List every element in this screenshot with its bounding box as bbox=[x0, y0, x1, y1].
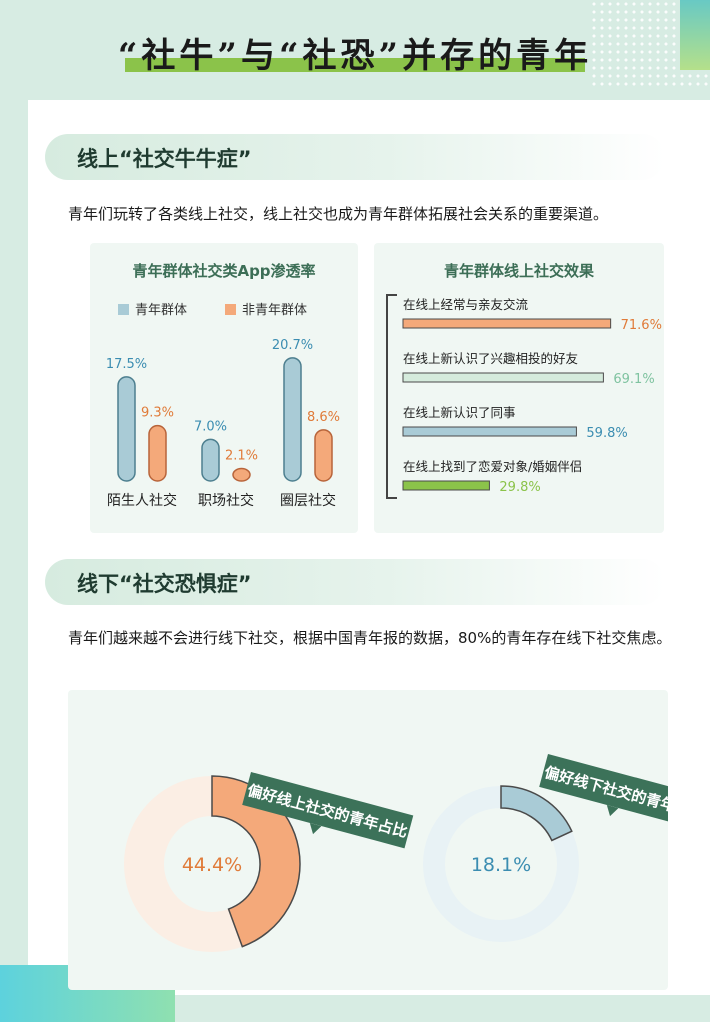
legend-label-youth: 青年群体 bbox=[135, 303, 188, 318]
data-label-non-youth: 2.1% bbox=[225, 449, 258, 464]
category-label: 圈层社交 bbox=[280, 492, 336, 509]
bar-non-youth bbox=[232, 467, 251, 482]
data-label-youth: 7.0% bbox=[194, 419, 227, 434]
bar-youth bbox=[117, 376, 136, 482]
data-label: 71.6% bbox=[621, 318, 662, 333]
data-label-non-youth: 8.6% bbox=[307, 410, 340, 425]
bracket-line bbox=[386, 294, 397, 499]
category-label: 在线上找到了恋爱对象/婚姻伴侣 bbox=[403, 459, 582, 474]
category-label: 职场社交 bbox=[198, 492, 254, 509]
section-heading-online: 线上“社交牛牛症” bbox=[45, 134, 665, 180]
bar-non-youth bbox=[314, 429, 333, 482]
section-heading-offline: 线下“社交恐惧症” bbox=[45, 559, 665, 605]
chart-title: 青年群体线上社交效果 bbox=[443, 262, 594, 280]
category-label: 在线上新认识了兴趣相投的好友 bbox=[403, 351, 578, 366]
donut-slice bbox=[500, 785, 573, 842]
section-offline-intro: 青年们越来越不会进行线下社交，根据中国青年报的数据，80%的青年存在线下社交焦虑… bbox=[68, 629, 672, 647]
callout-pointer bbox=[606, 804, 619, 817]
bar-youth bbox=[201, 438, 220, 482]
donut-value-label: 44.4% bbox=[182, 854, 242, 876]
legend-youth: 青年群体 bbox=[118, 299, 187, 318]
section-online-intro: 青年们玩转了各类线上社交，线上社交也成为青年群体拓展社会关系的重要渠道。 bbox=[68, 205, 609, 223]
data-label: 59.8% bbox=[586, 426, 627, 441]
callout-box bbox=[242, 772, 414, 849]
app-penetration-card: 青年群体社交类App渗透率 青年群体 非青年群体 bbox=[90, 243, 358, 533]
category-label: 陌生人社交 bbox=[107, 492, 177, 509]
legend-label-non-youth: 非青年群体 bbox=[242, 303, 308, 318]
effect-bar bbox=[402, 372, 604, 383]
online-effect-chart: 在线上经常与亲友交流 71.6% 在线上新认识了兴趣相投的好友 69.1% 在线上新认识… bbox=[386, 294, 662, 499]
effect-bar bbox=[402, 480, 490, 491]
section-heading-online-text: 线上“社交牛牛症” bbox=[77, 147, 252, 171]
footer-bar bbox=[175, 995, 710, 1022]
callout-pointer bbox=[309, 822, 322, 835]
legend-swatch-non-youth bbox=[225, 304, 236, 315]
bar-non-youth bbox=[148, 424, 167, 482]
legend-non-youth: 非青年群体 bbox=[225, 299, 307, 318]
bar-youth bbox=[283, 357, 302, 482]
corner-accent bbox=[680, 0, 710, 70]
legend-swatch-youth bbox=[118, 304, 129, 315]
data-label-youth: 20.7% bbox=[272, 338, 313, 353]
app-penetration-chart: 17.5% 9.3% 陌生人社交 7.0% 2.1% 职场社交 20.7% 8.6% 圈层社交 bbox=[106, 338, 340, 509]
page-title: “社牛”与“社恐”并存的青年 bbox=[117, 36, 593, 76]
data-label: 29.8% bbox=[499, 480, 540, 495]
effect-bar bbox=[402, 426, 577, 437]
title-underline bbox=[125, 58, 585, 72]
donut-value-label: 18.1% bbox=[471, 854, 531, 876]
data-label-youth: 17.5% bbox=[106, 357, 147, 372]
data-label: 69.1% bbox=[613, 372, 654, 387]
chart-title: 青年群体社交类App渗透率 bbox=[132, 262, 316, 280]
section-heading-offline-text: 线下“社交恐惧症” bbox=[77, 572, 252, 596]
category-label: 在线上经常与亲友交流 bbox=[403, 297, 529, 312]
callout-box bbox=[539, 754, 668, 831]
effect-bar bbox=[402, 318, 612, 329]
data-label-non-youth: 9.3% bbox=[141, 406, 174, 421]
category-label: 在线上新认识了同事 bbox=[403, 405, 516, 420]
